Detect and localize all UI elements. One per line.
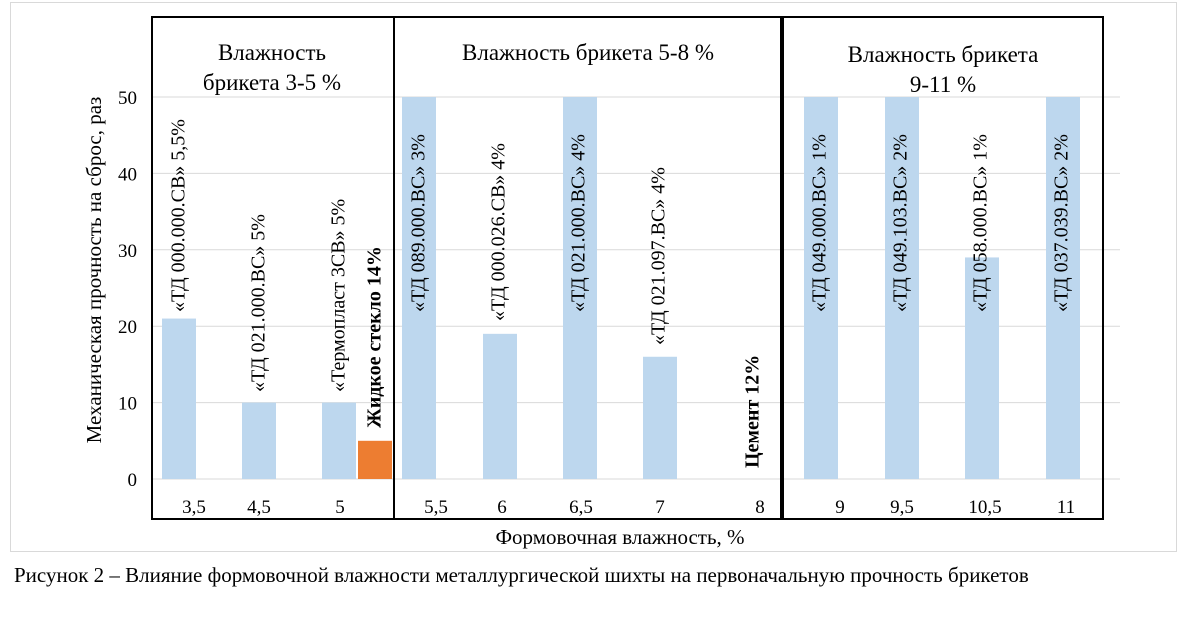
bar-data-label: Жидкое стекло 14%: [364, 246, 386, 428]
bar: [885, 97, 919, 479]
gridlines: [152, 96, 1120, 480]
bar-data-label: «ТД 049.103.ВС» 2%: [890, 134, 912, 312]
x-tick-label: 7: [655, 497, 665, 518]
bar: [402, 97, 436, 479]
bar-data-label: Цемент 12%: [742, 355, 764, 468]
x-tick-label: 4,5: [247, 497, 271, 518]
x-tick-label: 5,5: [424, 497, 448, 518]
x-tick-label: 5: [335, 497, 345, 518]
y-tick-label: 10: [118, 394, 137, 415]
bar-data-label: «ТД 089.000.ВС» 3%: [408, 134, 430, 312]
y-axis-title: Механическая прочность на сброс, раз: [82, 97, 106, 444]
bars: [162, 97, 1080, 479]
group-box: [782, 16, 1104, 520]
bar-labels: «ТД 000.000.СВ» 5,5% «ТД 021.000.ВС» 5% «Т…: [168, 119, 1073, 468]
y-tick-label: 40: [118, 164, 137, 185]
chart-frame: [10, 2, 1177, 552]
bar-data-label: «ТД 058.000.ВС» 1%: [970, 134, 992, 312]
group-boxes: Влажность брикета 3-5 % Влажность брикета …: [151, 16, 1104, 520]
x-tick-label: 8: [755, 497, 765, 518]
bar-data-label: «ТД 021.000.ВС» 4%: [568, 134, 590, 312]
y-tick-label: 20: [118, 317, 137, 338]
group-title-line: Влажность брикета: [848, 42, 1039, 67]
tick-labels: 0 10 20 30 40 50 3,5 4,5 5 5,5 6 6,5 7 8 9 9,5 10,5 11: [118, 88, 1075, 518]
bar: [242, 402, 276, 479]
bar: [162, 318, 196, 479]
group-title-line: Влажность: [218, 40, 326, 65]
x-axis-title: Формовочная влажность, %: [495, 525, 744, 549]
x-tick-label: 6,5: [569, 497, 593, 518]
group-title-line: брикета 3-5 %: [203, 70, 341, 95]
bar: [965, 257, 999, 479]
bar: [322, 402, 356, 479]
bar-data-label: «ТД 021.097.ВС» 4%: [648, 167, 670, 345]
bar: [1046, 97, 1080, 479]
figure-caption: Рисунок 2 – Влияние формовочной влажност…: [14, 563, 1029, 587]
y-tick-label: 30: [118, 241, 137, 262]
y-tick-label: 0: [128, 470, 138, 491]
bar-data-label: «ТД 049.000.ВС» 1%: [809, 134, 831, 312]
bar: [804, 97, 838, 479]
bar: [563, 97, 597, 479]
bar-data-label: «ТД 037.039.ВС» 2%: [1051, 134, 1073, 312]
x-tick-label: 6: [497, 497, 507, 518]
x-tick-label: 10,5: [968, 497, 1001, 518]
bar: [483, 333, 517, 479]
group-box: [393, 16, 782, 520]
bar-data-label: «Термопласт 3СВ» 5%: [328, 199, 350, 392]
x-tick-label: 9: [835, 497, 845, 518]
y-tick-label: 50: [118, 88, 137, 109]
x-tick-label: 9,5: [890, 497, 914, 518]
x-tick-label: 3,5: [182, 497, 206, 518]
bar-data-label: «ТД 000.026.СВ» 4%: [488, 143, 510, 321]
bar: [358, 440, 392, 479]
group-title-line: Влажность брикета 5-8 %: [462, 40, 714, 65]
bar: [643, 356, 677, 479]
x-tick-label: 11: [1057, 497, 1075, 518]
bar-chart: 0 10 20 30 40 50 3,5 4,5 5 5,5 6 6,5 7 8 9 9,5 10,5 11 Вл…: [82, 16, 1120, 549]
group-title-line: 9-11 %: [910, 72, 976, 97]
bar-data-label: «ТД 021.000.ВС» 5%: [248, 214, 270, 392]
bar-data-label: «ТД 000.000.СВ» 5,5%: [168, 119, 190, 312]
